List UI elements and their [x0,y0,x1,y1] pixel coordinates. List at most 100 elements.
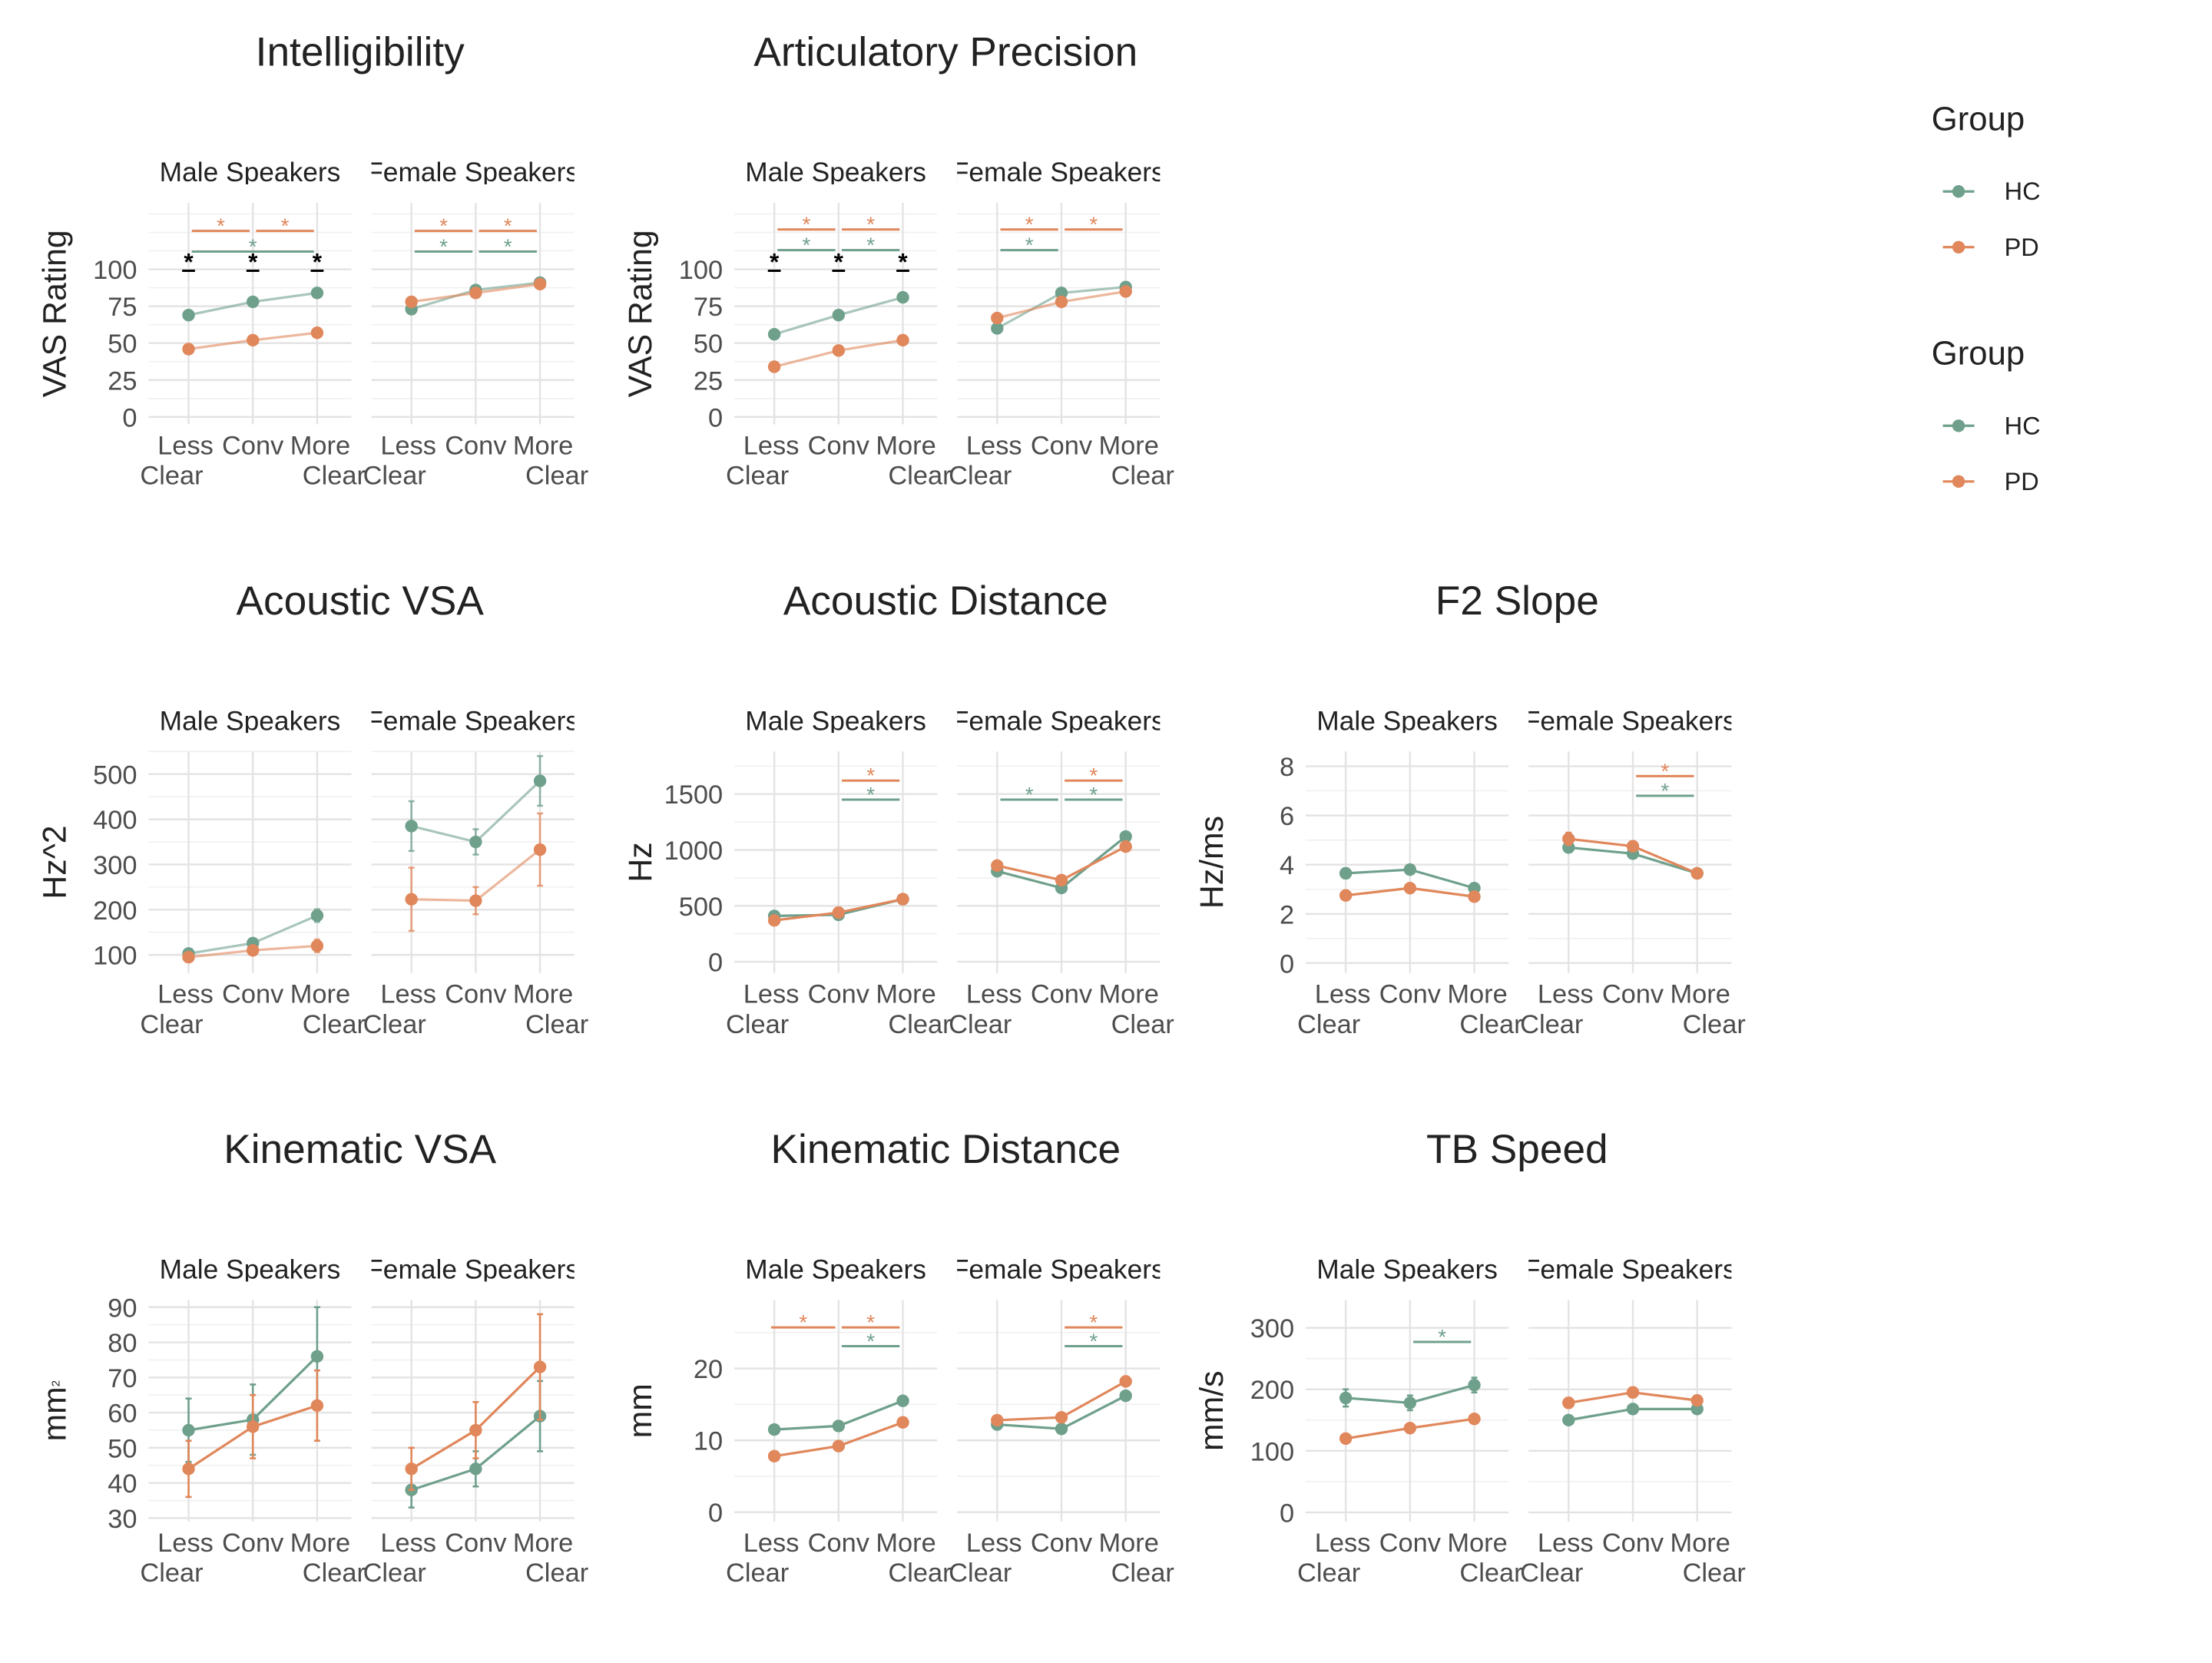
x-tick-label: Clear [949,462,1012,491]
x-tick-label: Conv [808,1529,870,1558]
legend-label: PD [2005,234,2039,261]
data-point-hc [1055,287,1068,300]
y-axis-label: Hz [622,842,659,882]
data-point-pd [469,1423,482,1437]
x-tick-label: Less [743,980,800,1009]
x-tick-label: Clear [1459,1010,1522,1039]
significance-label: * [439,235,448,259]
data-point-pd [896,893,909,906]
x-tick-label: Conv [1379,1529,1442,1558]
panel-title: F2 Slope [1435,578,1599,624]
x-tick-label: Clear [888,1010,951,1039]
data-point-pd [182,1463,195,1476]
panel-title: Kinematic Distance [771,1127,1121,1172]
data-point-hc [405,820,418,833]
y-axis-label: Hz^2 [37,825,74,899]
facet-strip-label: Female Speakers [1524,1255,1737,1285]
x-tick-label: Clear [1459,1559,1522,1588]
y-tick-label: 75 [108,293,137,322]
y-tick-label: 1000 [664,836,724,866]
significance-label: * [834,248,844,276]
x-tick-label: Less [966,980,1022,1009]
data-point-pd [896,333,909,347]
data-point-pd [182,950,195,964]
x-tick-label: More [513,980,573,1009]
data-point-hc [1562,841,1575,854]
significance-label: * [1661,779,1669,803]
x-tick-label: Conv [1031,980,1093,1009]
legend-title: Group [1932,100,2025,137]
data-point-pd [1119,840,1132,853]
y-tick-label: 0 [708,1499,723,1528]
data-point-hc [1403,863,1417,876]
data-point-pd [896,1416,909,1429]
y-tick-label: 400 [93,806,137,835]
data-point-pd [832,1439,846,1453]
data-point-pd [310,939,324,952]
significance-label: * [504,214,512,238]
y-tick-label: 300 [1250,1314,1294,1343]
x-tick-label: Clear [1297,1559,1360,1588]
data-point-hc [469,835,482,849]
x-tick-label: More [876,980,935,1009]
x-tick-label: Clear [888,1559,951,1588]
x-tick-label: More [1098,431,1158,460]
data-point-hc [1562,1413,1575,1426]
x-tick-label: Clear [1683,1010,1746,1039]
x-tick-label: Clear [1297,1010,1360,1039]
y-tick-label: 100 [1250,1437,1294,1466]
data-point-hc [182,308,195,322]
y-tick-label: 40 [108,1469,137,1499]
y-tick-label: 6 [1280,802,1294,831]
x-tick-label: Less [157,431,214,460]
data-point-pd [1055,1410,1068,1424]
data-point-pd [832,906,846,919]
facet-strip-label: Male Speakers [1316,706,1498,736]
x-tick-label: More [1670,980,1730,1009]
y-tick-label: 100 [93,256,137,285]
legend-label: HC [2005,177,2041,205]
data-point-hc [1626,1403,1640,1416]
x-tick-label: Clear [1520,1010,1583,1039]
panel-title: Intelligibility [256,30,465,75]
y-tick-label: 25 [694,366,723,396]
x-tick-label: More [513,431,573,460]
data-point-pd [247,944,260,957]
y-tick-label: 90 [108,1294,137,1323]
y-tick-label: 0 [1280,949,1294,979]
legend-2: Group HC PD [1932,334,2041,495]
data-point-hc [832,308,846,322]
significance-label: * [313,248,323,276]
data-point-hc [310,909,324,923]
x-tick-label: Clear [303,462,366,491]
x-tick-label: Less [1315,980,1371,1009]
panel-title: TB Speed [1426,1127,1608,1172]
significance-label: * [803,213,811,237]
significance-label: * [504,235,512,259]
y-tick-label: 0 [708,949,723,978]
legend-1: Group HC PD [1932,100,2041,261]
x-tick-label: More [1098,1529,1158,1558]
y-tick-label: 70 [108,1364,137,1393]
data-point-hc [896,1394,909,1407]
y-tick-label: 50 [108,1434,137,1463]
data-point-hc [469,1463,482,1476]
legend-title: Group [1932,334,2025,372]
data-point-pd [1626,840,1640,853]
y-tick-label: 500 [93,760,137,790]
data-point-hc [1403,1396,1417,1410]
data-point-hc [1468,881,1481,895]
data-point-pd [247,333,260,347]
significance-label: * [217,214,225,238]
y-tick-label: 300 [93,851,137,880]
panel-kinematic-distance: Kinematic Distance mm 0 10 20 Male Speakers Le… [622,1127,1174,1588]
